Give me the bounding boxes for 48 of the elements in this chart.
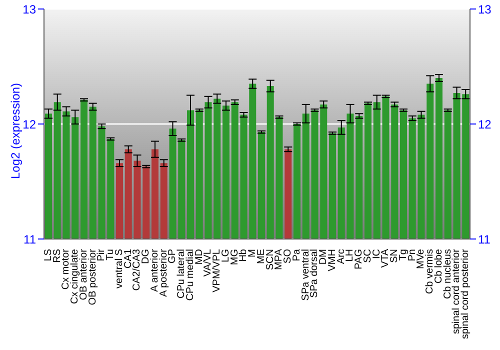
x-tick-label: Cx cingulate (70, 248, 81, 304)
x-tick-label: Cb nucleus (442, 249, 454, 300)
x-tick-label: DG (140, 248, 152, 264)
x-tick-label: GP (167, 248, 178, 264)
x-tick-label: spinal cord posterior (460, 248, 472, 340)
x-tick-label: M (247, 249, 258, 258)
y-tick-label: 12 (22, 117, 36, 132)
x-tick-label: MPA (274, 248, 285, 270)
y-tick-label: 13 (22, 2, 36, 16)
x-tick-label: CA1 (122, 248, 134, 268)
x-tick-label: Pn (406, 249, 418, 262)
x-tick-label: Hb (238, 248, 250, 262)
x-tick-label: LG (220, 248, 232, 262)
x-tick-label: A anterior (149, 248, 160, 292)
x-tick-label: CA2/CA3 (132, 248, 143, 291)
y2-tick-label: 13 (478, 2, 492, 16)
x-tick-label: Pa (291, 248, 302, 262)
y-tick-label: 11 (24, 232, 36, 246)
y2-tick-label: 12 (478, 117, 492, 132)
y-axis-title: Log2 (expression) (8, 82, 22, 179)
y2-tick-label: 11 (478, 232, 491, 246)
x-tick-label: SPa dorsal (309, 249, 320, 298)
x-tick-label: spinal cord anterior (451, 248, 462, 334)
x-tick-label: SCN (264, 249, 276, 270)
x-tick-label: LS (42, 248, 54, 262)
x-tick-label: RS (52, 248, 63, 263)
x-tick-label: SN (389, 249, 400, 263)
x-tick-label: A posterior (158, 248, 170, 297)
x-tick-label: OB posterior (87, 248, 98, 306)
x-tick-label: OB anterior (78, 248, 90, 300)
x-tick-label: VTA (380, 248, 392, 268)
x-tick-label: ventral S (114, 248, 125, 288)
x-tick-label: Pir (96, 248, 108, 262)
x-tick-label: Cb lobe (433, 248, 444, 284)
x-tick-label: LH (344, 249, 356, 262)
x-tick-label: PAG (354, 248, 365, 270)
x-tick-label: Arc (336, 249, 347, 264)
x-tick-label: SC (362, 249, 374, 263)
x-tick-label: VPM/VPL (212, 248, 223, 292)
x-tick-label: Tu (105, 249, 116, 260)
x-tick-label: MVe (416, 248, 427, 270)
x-tick-label: CPu medial (184, 249, 196, 301)
x-tick-label: Tg (398, 249, 409, 261)
x-tick-label: IC (371, 249, 382, 259)
x-tick-label: SO (282, 248, 294, 264)
x-tick-label: ME (256, 248, 267, 264)
x-tick-label: VMH (326, 249, 338, 272)
x-tick-label: DM (318, 249, 330, 265)
